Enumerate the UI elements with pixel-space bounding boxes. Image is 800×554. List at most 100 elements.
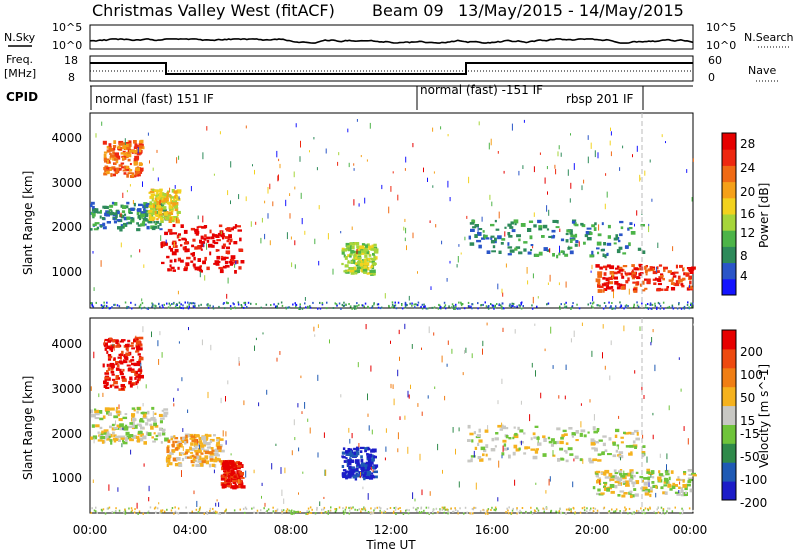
ground-scatter-cell — [647, 307, 650, 310]
echo-cell — [364, 259, 367, 263]
ground-scatter-cell — [250, 302, 252, 305]
ground-scatter-cell — [656, 307, 658, 310]
xtick-12: 12:00 — [374, 523, 409, 537]
echo-cell — [350, 272, 355, 275]
echo-cell — [361, 260, 366, 264]
echo-cell — [569, 230, 573, 235]
echo-cell — [596, 241, 602, 246]
echo-cell — [598, 439, 603, 442]
echo-cell — [194, 266, 200, 271]
echo-cell — [498, 211, 500, 219]
echo-cell — [140, 371, 142, 374]
colorbar-swatch — [722, 443, 736, 463]
ground-scatter-cell — [435, 507, 438, 510]
ground-scatter-cell — [563, 306, 566, 309]
echo-cell — [511, 229, 516, 233]
ground-scatter-cell — [624, 305, 627, 308]
echo-cell — [205, 460, 209, 465]
echo-cell — [390, 340, 391, 344]
echo-cell — [230, 474, 235, 478]
ground-scatter-cell — [416, 510, 418, 513]
ground-scatter-cell — [543, 508, 546, 511]
echo-cell — [369, 260, 374, 263]
echo-cell — [211, 233, 215, 237]
echo-cell — [494, 219, 497, 223]
echo-cell — [618, 455, 624, 459]
echo-cell — [429, 220, 431, 223]
echo-cell — [200, 235, 204, 240]
echo-cell — [349, 254, 352, 258]
echo-cell — [230, 161, 232, 168]
ground-scatter-cell — [633, 512, 636, 515]
echo-cell — [637, 267, 642, 271]
ground-scatter-cell — [576, 303, 578, 306]
ground-scatter-cell — [131, 307, 133, 310]
echo-cell — [218, 224, 223, 228]
echo-cell — [676, 478, 681, 481]
echo-cell — [185, 449, 190, 453]
echo-cell — [113, 434, 117, 438]
ground-scatter-cell — [118, 305, 121, 308]
echo-cell — [170, 196, 175, 199]
echo-cell — [629, 444, 634, 448]
ground-scatter-cell — [500, 304, 502, 307]
echo-cell — [178, 196, 180, 200]
echo-cell — [107, 355, 113, 359]
echo-cell — [544, 348, 546, 352]
echo-cell — [644, 265, 647, 270]
ground-scatter-cell — [471, 303, 473, 306]
echo-cell — [600, 482, 602, 486]
echo-cell — [192, 252, 195, 256]
echo-cell — [649, 266, 653, 270]
echo-cell — [93, 287, 95, 291]
echo-cell — [497, 151, 499, 154]
echo-cell — [193, 490, 195, 495]
echo-cell — [110, 348, 113, 352]
echo-cell — [346, 474, 349, 477]
echo-cell — [231, 485, 235, 488]
echo-cell — [354, 255, 358, 260]
echo-cell — [151, 211, 155, 215]
echo-cell — [627, 227, 630, 231]
ground-scatter-cell — [295, 511, 298, 514]
ground-scatter-cell — [354, 305, 357, 308]
echo-cell — [170, 247, 174, 252]
echo-cell — [127, 221, 132, 225]
echo-cell — [176, 217, 179, 221]
echo-cell — [644, 492, 650, 496]
echo-cell — [170, 207, 174, 211]
echo-cell — [606, 191, 608, 198]
echo-cell — [103, 342, 108, 346]
echo-cell — [549, 476, 551, 482]
echo-cell — [100, 432, 104, 436]
echo-cell — [615, 428, 620, 433]
echo-cell — [180, 439, 186, 443]
echo-cell — [495, 228, 500, 231]
echo-cell — [552, 454, 556, 457]
echo-cell — [122, 192, 124, 198]
ground-scatter-cell — [384, 511, 387, 513]
ground-scatter-cell — [255, 303, 257, 306]
echo-cell — [658, 473, 664, 476]
echo-cell — [572, 481, 574, 488]
echo-cell — [355, 473, 361, 477]
echo-cell — [650, 474, 652, 478]
echo-cell — [300, 375, 302, 379]
echo-cell — [151, 226, 156, 231]
echo-cell — [432, 127, 434, 132]
echo-cell — [233, 475, 237, 479]
echo-cell — [137, 374, 143, 379]
ground-scatter-cell — [567, 508, 570, 511]
noise-left-tick-bottom: 10^0 — [52, 39, 82, 52]
ground-scatter-cell — [395, 513, 397, 515]
echo-cell — [423, 167, 424, 173]
ground-scatter-cell — [393, 304, 396, 307]
ground-scatter-cell — [520, 307, 523, 310]
ground-scatter-cell — [163, 303, 165, 306]
echo-cell — [604, 254, 607, 259]
echo-cell — [659, 453, 661, 458]
echo-cell — [168, 201, 171, 205]
echo-cell — [157, 340, 159, 347]
echo-cell — [654, 277, 657, 281]
ground-scatter-cell — [209, 507, 212, 510]
